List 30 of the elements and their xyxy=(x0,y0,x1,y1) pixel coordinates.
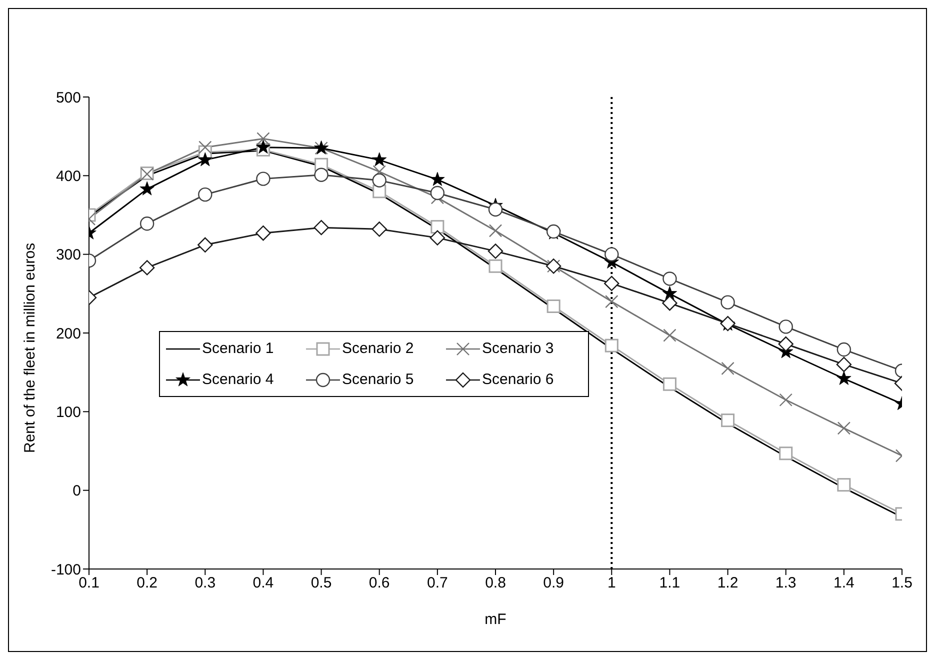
legend-label: Scenario 5 xyxy=(342,371,414,388)
x-tick-label: 0.2 xyxy=(136,574,158,592)
legend-label: Scenario 6 xyxy=(482,371,554,388)
y-tick-label: 100 xyxy=(56,404,81,421)
legend-label: Scenario 2 xyxy=(342,340,414,357)
x-tick-label: 0.8 xyxy=(485,574,506,592)
x-tick-label: 0.1 xyxy=(78,574,100,592)
x-tick-label: 1.5 xyxy=(892,574,912,592)
y-tick-label: 300 xyxy=(56,246,81,264)
x-tick-label: 0.9 xyxy=(543,574,564,592)
x-axis-title: mF xyxy=(484,611,506,628)
y-tick-label: 500 xyxy=(56,89,81,106)
y-tick-label: 0 xyxy=(72,482,81,500)
x-tick-label: 0.7 xyxy=(427,574,448,592)
y-tick-label: -100 xyxy=(50,561,81,578)
x-tick-label: 0.5 xyxy=(310,574,332,592)
legend-label: Scenario 1 xyxy=(202,340,274,357)
y-tick-label: 400 xyxy=(56,168,81,185)
x-tick-label: 1 xyxy=(607,574,616,592)
x-tick-label: 1.1 xyxy=(659,574,680,592)
x-tick-label: 1.4 xyxy=(834,574,854,592)
x-tick-label: 0.4 xyxy=(252,574,274,592)
x-tick-label: 0.3 xyxy=(194,574,216,592)
x-tick-label: 0.6 xyxy=(368,574,390,592)
y-tick-label: 200 xyxy=(56,325,81,342)
y-axis-title: Rent of the fleet in million euros xyxy=(21,242,38,453)
x-tick-label: 1.2 xyxy=(717,574,738,592)
legend-label: Scenario 3 xyxy=(482,340,554,357)
legend-label: Scenario 4 xyxy=(202,371,274,388)
x-tick-label: 1.3 xyxy=(775,574,796,592)
